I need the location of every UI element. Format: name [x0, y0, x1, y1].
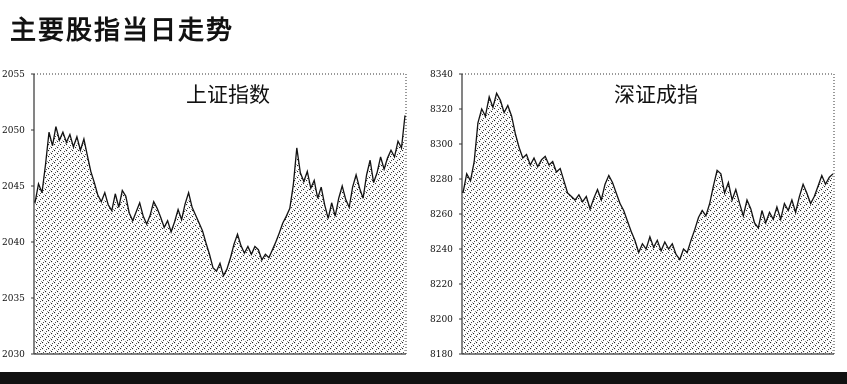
shenzhen-component-chart: 8180 8200 8220 8240 8260 8280 8300 8320 8340 深证成指: [428, 66, 838, 362]
series-line: [462, 91, 834, 261]
series-area: [463, 93, 833, 355]
series-area: [35, 115, 405, 355]
y-tick-label: 2030: [2, 350, 25, 360]
bottom-rule: [0, 372, 847, 384]
y-tick-label: 8220: [430, 280, 453, 290]
y-tick-label: 8180: [430, 350, 453, 360]
shenzhen-component-chart-svg: 8180 8200 8220 8240 8260 8280 8300 8320 8340 深证成指: [430, 70, 835, 360]
y-tick-label: 2045: [2, 182, 25, 192]
y-tick-label: 2050: [2, 126, 25, 136]
y-tick-label: 8240: [430, 245, 453, 255]
shanghai-index-chart: 2030 2035 2040 2045 2050 2055 上证指数: [0, 66, 410, 362]
y-tick-label: 8280: [430, 175, 453, 185]
y-tick-label: 2055: [2, 70, 25, 80]
shenzhen-chart-title: 深证成指: [614, 83, 698, 107]
shanghai-chart-title: 上证指数: [186, 83, 270, 107]
y-tick-label: 8300: [430, 140, 453, 150]
series-line: [34, 115, 406, 278]
page-title: 主要股指当日走势: [10, 16, 235, 46]
y-tick-label: 2040: [2, 238, 25, 248]
y-tick-label: 8340: [430, 70, 453, 80]
y-tick-label: 8200: [430, 315, 453, 325]
y-tick-label: 2035: [2, 294, 25, 304]
y-tick-label: 8260: [430, 210, 453, 220]
y-tick-label: 8320: [430, 105, 453, 115]
shanghai-index-chart-svg: 2030 2035 2040 2045 2050 2055 上证指数: [2, 70, 407, 360]
